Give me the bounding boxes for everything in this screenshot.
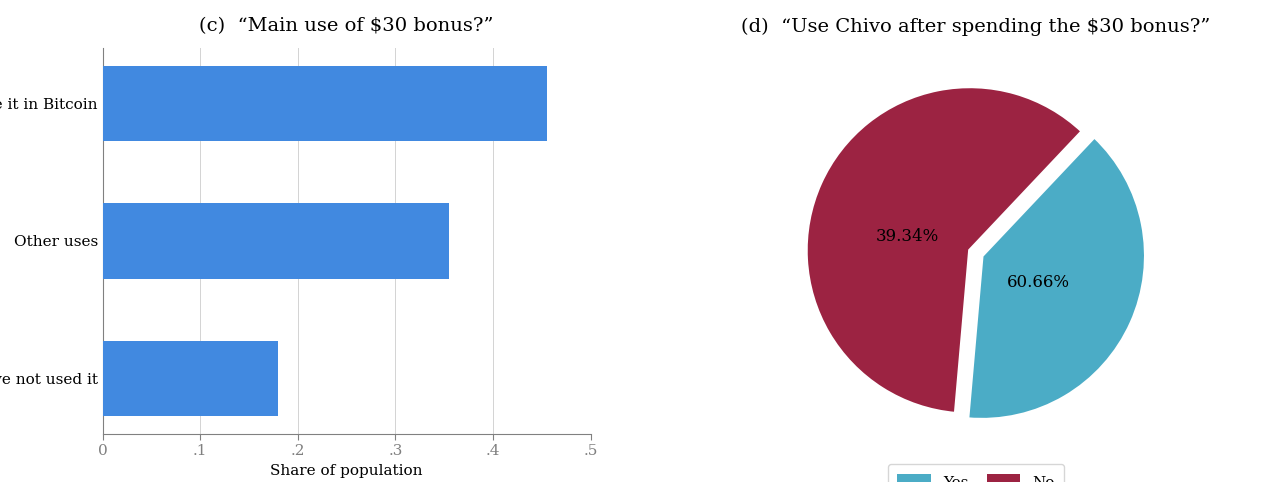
Bar bbox=[103, 341, 279, 416]
Wedge shape bbox=[806, 86, 1082, 414]
Title: (d)  “Use Chivo after spending the $30 bonus?”: (d) “Use Chivo after spending the $30 bo… bbox=[741, 17, 1211, 36]
Title: (c)  “Main use of $30 bonus?”: (c) “Main use of $30 bonus?” bbox=[199, 17, 494, 36]
Bar bbox=[103, 66, 547, 141]
Legend: Yes, No: Yes, No bbox=[887, 465, 1064, 482]
Text: 39.34%: 39.34% bbox=[876, 228, 939, 245]
Text: 60.66%: 60.66% bbox=[1007, 274, 1070, 291]
Wedge shape bbox=[968, 136, 1145, 420]
X-axis label: Share of population: Share of population bbox=[271, 464, 422, 478]
Bar bbox=[103, 203, 449, 279]
